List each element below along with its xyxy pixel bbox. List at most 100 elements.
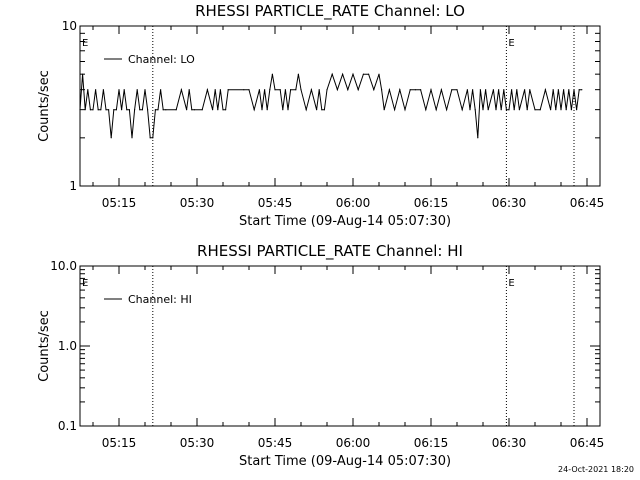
lo-data-point — [121, 109, 123, 111]
lo-data-point — [180, 89, 182, 91]
hi-x-tick-label: 05:45 — [258, 436, 293, 450]
lo-data-point — [316, 109, 318, 111]
lo-data-point — [503, 89, 505, 91]
lo-data-point — [466, 89, 468, 91]
lo-data-point — [147, 109, 149, 111]
lo-data-point — [383, 109, 385, 111]
lo-data-point — [287, 109, 289, 111]
lo-data-point — [282, 109, 284, 111]
lo-data-point — [557, 89, 560, 91]
lo-data-point — [534, 109, 536, 111]
lo-data-point — [297, 73, 299, 75]
lo-data-point — [524, 89, 526, 91]
lo-data-point — [89, 109, 91, 111]
lo-event-marker-label: E — [508, 38, 514, 49]
lo-y-tick-label: 1 — [69, 179, 77, 193]
lo-data-point — [157, 109, 159, 111]
lo-data-point — [258, 89, 260, 91]
lo-data-point — [162, 109, 164, 111]
lo-x-tick-label: 05:15 — [102, 196, 137, 210]
lo-data-point — [206, 89, 208, 91]
lo-data-point — [482, 109, 484, 111]
lo-data-point — [102, 89, 104, 91]
lo-data-point — [342, 73, 344, 75]
hi-x-tick-label: 06:00 — [336, 436, 371, 450]
lo-data-point — [128, 109, 130, 111]
lo-data-point — [505, 109, 507, 111]
lo-data-point — [474, 109, 476, 111]
lo-data-point — [451, 89, 453, 91]
lo-data-point — [357, 89, 359, 91]
lo-data-point — [573, 89, 575, 91]
lo-data-point — [456, 89, 458, 91]
lo-data-point — [279, 89, 281, 91]
lo-x-tick-label: 06:30 — [492, 196, 527, 210]
lo-data-point — [409, 89, 411, 91]
lo-data-point — [495, 109, 497, 111]
lo-data-point — [526, 109, 528, 111]
hi-x-axis-label: Start Time (09-Aug-14 05:07:30) — [239, 454, 451, 469]
lo-data-point — [326, 89, 328, 91]
lo-data-point — [261, 109, 263, 111]
lo-data-point — [446, 109, 448, 111]
lo-data-point — [141, 109, 143, 111]
lo-data-point — [560, 109, 562, 111]
lo-data-point — [570, 109, 573, 111]
lo-data-point — [399, 89, 401, 91]
hi-y-tick-label: 10.0 — [50, 259, 77, 273]
lo-data-point — [318, 89, 320, 91]
lo-data-point — [243, 89, 245, 91]
lo-data-point — [284, 89, 286, 91]
lo-x-tick-label: 06:45 — [570, 196, 605, 210]
lo-data-point — [492, 89, 494, 91]
lo-data-point — [373, 89, 375, 91]
lo-data-point — [79, 109, 81, 111]
lo-data-point — [394, 109, 396, 111]
lo-data-point — [113, 109, 115, 111]
lo-data-point — [430, 89, 432, 91]
lo-data-point — [347, 89, 349, 91]
lo-data-point — [193, 109, 195, 111]
lo-data-point — [165, 109, 167, 111]
hi-x-tick-label: 05:30 — [180, 436, 215, 450]
lo-data-point — [310, 89, 312, 91]
lo-data-point — [264, 89, 266, 91]
lo-data-point — [578, 89, 580, 91]
lo-data-point — [160, 89, 162, 91]
hi-x-tick-label: 06:15 — [414, 436, 449, 450]
lo-data-point — [550, 109, 552, 111]
lo-data-point — [97, 109, 99, 111]
lo-data-point — [435, 109, 437, 111]
lo-data-point — [336, 89, 338, 91]
hi-x-tick-label: 05:15 — [102, 436, 137, 450]
lo-data-point — [222, 109, 224, 111]
lo-x-tick-label: 05:45 — [258, 196, 293, 210]
lo-data-point — [219, 89, 221, 91]
lo-data-point — [321, 109, 323, 111]
lo-data-point — [118, 89, 120, 91]
hi-legend-label: Channel: HI — [128, 293, 192, 306]
lo-data-point — [84, 109, 86, 111]
hi-y-tick-label: 0.1 — [58, 419, 77, 433]
lo-data-point — [425, 109, 427, 111]
lo-data-point — [115, 109, 117, 111]
lo-data-point — [295, 89, 297, 91]
lo-data-point — [469, 109, 471, 111]
lo-data-point — [529, 89, 531, 91]
hi-x-tick-label: 06:45 — [570, 436, 605, 450]
lo-data-point — [487, 109, 489, 111]
lo-data-point — [95, 89, 97, 91]
lo-data-point — [461, 109, 463, 111]
lo-data-point — [152, 137, 154, 139]
lo-data-point — [154, 109, 156, 111]
lo-data-point — [266, 109, 268, 111]
hi-x-tick-label: 06:30 — [492, 436, 527, 450]
lo-data-point — [212, 109, 214, 111]
lo-data-point — [214, 89, 216, 91]
hi-y-axis-label: Counts/sec — [37, 310, 52, 382]
lo-data-point — [485, 89, 487, 91]
lo-data-point — [518, 109, 521, 111]
lo-x-tick-label: 06:15 — [414, 196, 449, 210]
lo-chart-group: RHESSI PARTICLE_RATE Channel: LO Start Ti… — [37, 2, 604, 229]
lo-data-point — [191, 109, 193, 111]
